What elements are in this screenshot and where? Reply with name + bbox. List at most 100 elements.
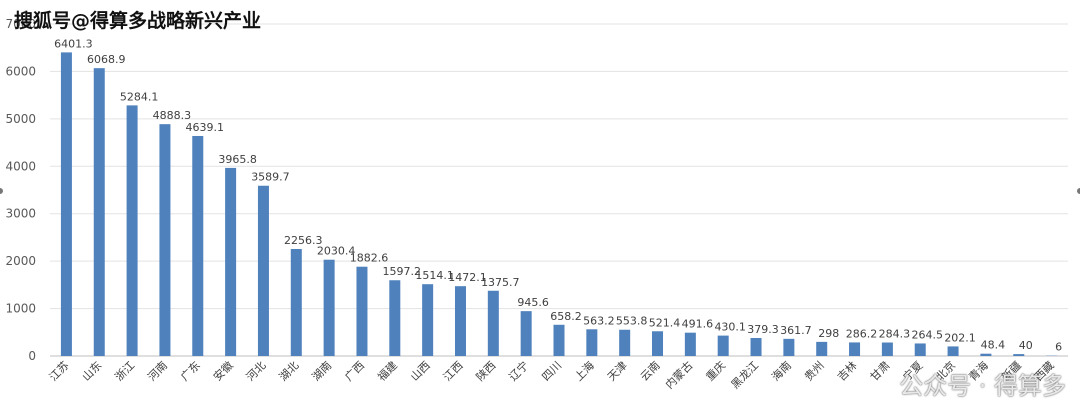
bar	[290, 248, 302, 356]
bar-value-label: 1597.2	[383, 265, 422, 278]
x-tick-label: 安徽	[210, 358, 235, 383]
bar	[750, 338, 762, 356]
bar	[914, 343, 926, 356]
bar	[356, 266, 368, 356]
bar-value-label: 298	[818, 327, 839, 340]
bar	[684, 332, 696, 356]
watermark-bottom: 公众号 · 得算多	[899, 372, 1066, 400]
y-tick-label: 6000	[5, 64, 36, 78]
bar-value-label: 2030.4	[317, 245, 356, 258]
bar-value-label: 5284.1	[120, 90, 159, 103]
bar	[422, 284, 434, 356]
bar	[947, 346, 959, 356]
bar-value-label: 40	[1019, 339, 1033, 352]
bar	[849, 342, 861, 356]
x-tick-label: 江西	[441, 359, 466, 384]
bar	[783, 338, 795, 356]
bar	[454, 286, 466, 356]
x-tick-label: 吉林	[834, 358, 859, 383]
bar-value-label: 202.1	[944, 331, 976, 344]
bar-value-label: 361.7	[780, 324, 812, 337]
bar	[881, 342, 893, 356]
bar	[520, 311, 532, 356]
y-tick-label: 0	[28, 349, 36, 363]
bar	[717, 335, 729, 356]
bar-value-label: 4888.3	[153, 109, 192, 122]
bar	[652, 331, 664, 356]
x-tick-label: 陕西	[473, 358, 498, 383]
x-tick-label: 福建	[374, 358, 399, 383]
x-tick-label: 湖南	[310, 359, 335, 384]
x-tick-label: 湖北	[277, 359, 302, 384]
bar	[192, 135, 204, 356]
bar-value-label: 563.2	[583, 314, 615, 327]
bar	[323, 259, 335, 356]
bar-value-label: 4639.1	[186, 121, 225, 134]
bar	[980, 353, 992, 356]
bar-value-label: 3965.8	[218, 153, 257, 166]
bar	[816, 341, 828, 356]
x-tick-label: 浙江	[112, 359, 137, 384]
x-tick-label: 云南	[638, 359, 663, 384]
bar-value-label: 6	[1055, 341, 1062, 354]
edge-handle-left	[0, 188, 3, 194]
bar-value-label: 1472.1	[448, 271, 487, 284]
bar-value-label: 286.2	[846, 327, 878, 340]
x-tick-label: 河南	[145, 359, 170, 384]
bar	[619, 329, 631, 356]
bar-value-label: 264.5	[911, 328, 943, 341]
x-tick-label: 山东	[80, 359, 105, 384]
bar	[60, 52, 72, 357]
bar	[93, 68, 105, 357]
bar-value-label: 48.4	[981, 339, 1006, 352]
x-tick-label: 上海	[572, 358, 597, 383]
watermark-top: 搜狐号@得算多战略新兴产业	[14, 10, 262, 32]
x-tick-label: 江苏	[47, 359, 72, 384]
x-tick-label: 山西	[408, 359, 433, 384]
x-tick-label: 黑龙江	[729, 359, 762, 392]
bar-value-label: 491.6	[682, 318, 714, 331]
edge-handle-right	[1077, 188, 1080, 194]
y-tick-label: 4000	[5, 159, 36, 173]
y-tick-label: 7000	[5, 17, 36, 31]
bar-value-label: 1375.7	[481, 276, 520, 289]
x-tick-label: 贵州	[802, 359, 827, 384]
bar-value-label: 6401.3	[54, 37, 93, 50]
x-tick-label: 天津	[605, 359, 630, 384]
bar-value-label: 658.2	[550, 310, 582, 323]
x-tick-label: 海南	[769, 358, 794, 383]
bar	[1013, 354, 1025, 356]
x-tick-label: 广西	[342, 359, 367, 384]
bar-value-label: 1882.6	[350, 252, 389, 265]
bar-value-label: 1514.1	[415, 269, 454, 282]
bar	[159, 124, 171, 357]
bar-value-label: 430.1	[714, 321, 746, 334]
bar	[586, 329, 598, 356]
x-tick-label: 内蒙古	[662, 358, 695, 391]
bar-value-label: 3589.7	[251, 171, 290, 184]
bar	[126, 105, 138, 356]
x-tick-label: 重庆	[703, 358, 728, 383]
bar-value-label: 6068.9	[87, 53, 126, 66]
y-tick-label: 2000	[5, 254, 36, 268]
y-tick-label: 1000	[5, 302, 36, 316]
x-tick-label: 四川	[539, 359, 564, 384]
bar-value-label: 284.3	[879, 328, 911, 341]
bar	[257, 185, 269, 356]
bar-value-label: 379.3	[747, 323, 779, 336]
x-tick-label: 甘肃	[868, 359, 893, 384]
bar	[225, 167, 237, 356]
bar-value-label: 521.4	[649, 316, 681, 329]
bar-value-label: 2256.3	[284, 234, 323, 247]
bar	[389, 280, 401, 356]
bar	[487, 290, 499, 356]
bar-value-label: 553.8	[616, 315, 648, 328]
y-tick-label: 5000	[5, 112, 36, 126]
x-tick-label: 辽宁	[506, 358, 531, 383]
bar-value-label: 945.6	[517, 296, 549, 309]
x-tick-label: 河北	[244, 359, 269, 384]
y-tick-label: 3000	[5, 207, 36, 221]
bar	[553, 324, 565, 356]
x-tick-label: 广东	[178, 359, 203, 384]
